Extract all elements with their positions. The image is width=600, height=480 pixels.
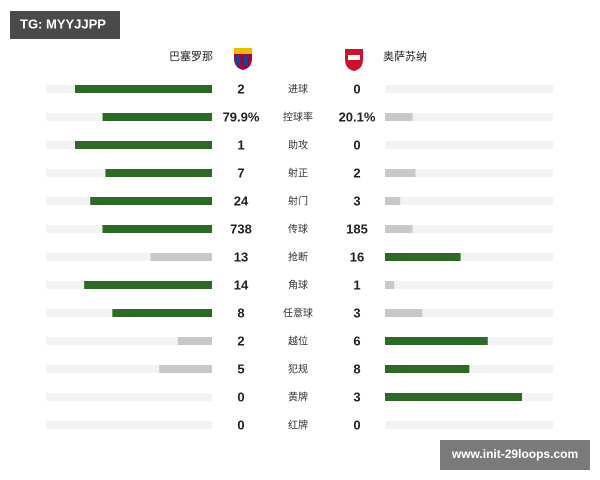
away-bar (385, 113, 413, 121)
home-value: 79.9% (223, 109, 260, 124)
watermark-box (10, 11, 120, 39)
home-value: 14 (234, 277, 249, 292)
away-value: 16 (350, 249, 364, 264)
away-bar (385, 225, 413, 233)
home-bar (112, 309, 212, 317)
track (385, 169, 553, 177)
stat-label: 射正 (288, 168, 308, 180)
stat-label: 红牌 (288, 419, 308, 432)
away-value: 6 (353, 333, 360, 348)
home-logo (234, 48, 252, 70)
home-value: 8 (237, 305, 244, 320)
home-value: 0 (237, 389, 244, 404)
stat-label: 越位 (288, 335, 308, 348)
home-value: 2 (237, 333, 244, 348)
track (385, 85, 553, 93)
away-value: 8 (353, 361, 360, 376)
home-value: 738 (230, 221, 252, 236)
stat-label: 犯规 (288, 363, 308, 376)
track (46, 421, 212, 429)
away-value: 0 (353, 81, 360, 96)
home-bar (159, 365, 212, 373)
home-bar (75, 141, 212, 149)
away-value: 185 (346, 221, 368, 236)
footer-box (440, 440, 590, 470)
stat-label: 进球 (288, 83, 308, 96)
away-bar (385, 309, 423, 317)
home-value: 1 (237, 137, 244, 152)
footer: www.init-29loops.com (451, 447, 578, 461)
track (385, 253, 553, 261)
away-value: 2 (353, 165, 360, 180)
away-bar (385, 365, 470, 373)
away-value: 0 (353, 137, 360, 152)
away-value: 1 (353, 277, 360, 292)
away-value: 0 (353, 417, 360, 432)
away-bar (385, 337, 488, 345)
track (385, 197, 553, 205)
away-value: 3 (353, 193, 360, 208)
away-value: 3 (353, 305, 360, 320)
track (46, 393, 212, 401)
home-value: 2 (237, 81, 244, 96)
track (46, 253, 212, 261)
away-bar (385, 281, 395, 289)
home-bar (105, 169, 212, 177)
home-value: 0 (237, 417, 244, 432)
away-bar (385, 197, 401, 205)
home-bar (84, 281, 212, 289)
away-bar (385, 393, 522, 401)
stat-label: 助攻 (288, 139, 308, 152)
home-value: 7 (237, 165, 244, 180)
track (46, 365, 212, 373)
track (385, 225, 553, 233)
home-bar (177, 337, 212, 345)
track (46, 337, 212, 345)
stat-label: 任意球 (283, 307, 313, 320)
track (385, 141, 553, 149)
home-bar (102, 113, 212, 121)
home-bar (90, 197, 212, 205)
stat-label: 抢断 (288, 251, 308, 264)
away-bar (385, 253, 461, 261)
stat-label: 黄牌 (288, 391, 308, 404)
home-team: 巴塞罗那 (169, 49, 213, 63)
away-logo (345, 49, 363, 71)
home-value: 5 (237, 361, 244, 376)
home-bar (102, 225, 212, 233)
track (385, 113, 553, 121)
track (385, 309, 553, 317)
away-value: 3 (353, 389, 360, 404)
stat-label: 传球 (288, 223, 308, 236)
away-bar (385, 169, 416, 177)
track (385, 421, 553, 429)
home-bar (150, 253, 212, 261)
stat-label: 角球 (288, 279, 308, 292)
away-team: 奥萨苏纳 (383, 49, 427, 63)
stat-label: 控球率 (283, 111, 313, 124)
home-value: 24 (234, 193, 249, 208)
home-value: 13 (234, 249, 248, 264)
home-bar (75, 85, 212, 93)
away-value: 20.1% (339, 109, 376, 124)
track (385, 281, 553, 289)
stat-label: 射门 (288, 195, 308, 208)
watermark: TG: MYYJJPP (20, 16, 106, 31)
